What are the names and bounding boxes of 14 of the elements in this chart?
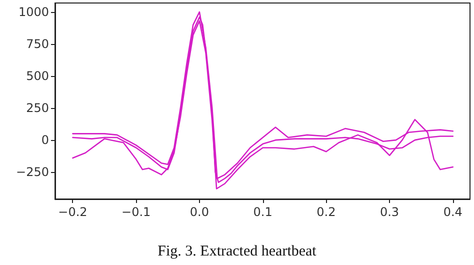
y-tick-label: 1000 [18,4,49,19]
x-tick-label: 0.2 [316,205,336,219]
x-tick-label: 0.0 [190,205,210,219]
y-tick-label: 250 [26,101,49,116]
y-tick-label: 0 [41,133,49,148]
y-tick-label: −250 [16,165,49,180]
x-tick-label: 0.1 [253,205,272,219]
x-tick-label: −0.1 [122,205,151,219]
x-tick-label: 0.4 [443,205,462,219]
y-tick-label: 500 [26,69,49,84]
x-tick-label: 0.3 [380,205,400,219]
y-tick-label: 750 [26,36,49,51]
caption: Fig. 3. Extracted heartbeat [158,244,318,260]
x-tick-label: −0.2 [58,205,88,219]
